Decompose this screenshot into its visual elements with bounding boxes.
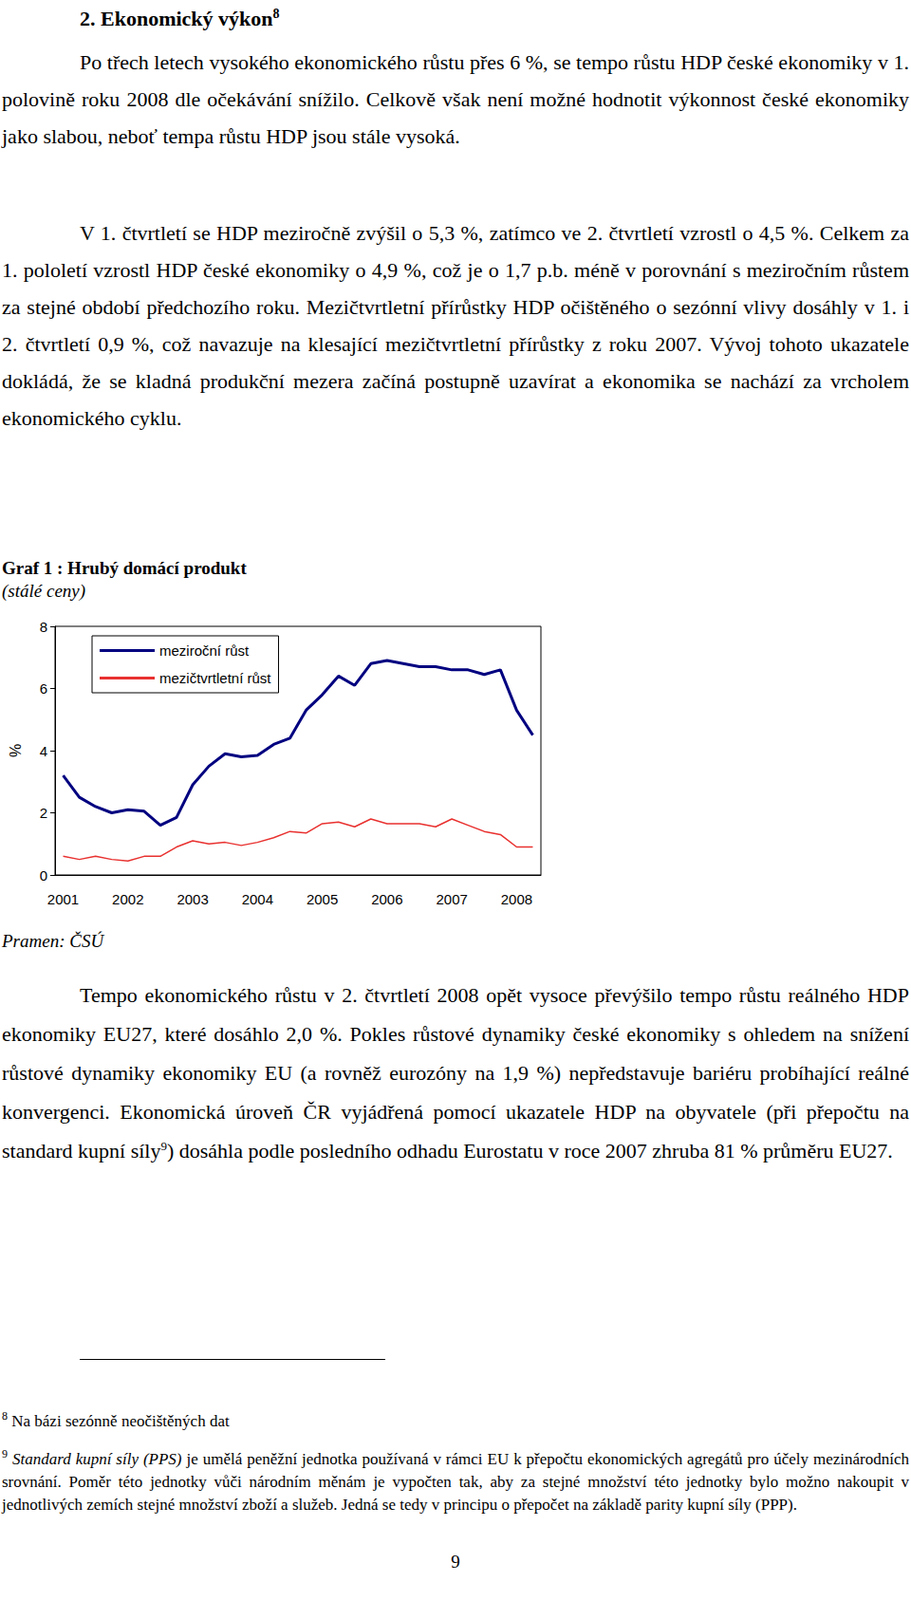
html-text:Tempo ekonomického růstu v 2.: Tempo ekonomického růstu v 2. čtvrtletí … xyxy=(1,983,910,1163)
html-text:V 1. čtvrtletí se HDP meziročn: V 1. čtvrtletí se HDP meziročně zvýšil o… xyxy=(1,221,910,430)
html-text:9 Standard kupní síly (PPS) je: 9 Standard kupní síly (PPS) je umělá pen… xyxy=(1,1447,910,1514)
html-text:9: 9 xyxy=(451,1551,461,1572)
svg-text:4: 4 xyxy=(39,743,48,760)
svg-text:2: 2 xyxy=(39,804,48,821)
svg-text:2003: 2003 xyxy=(176,891,208,908)
svg-text:2008: 2008 xyxy=(501,891,533,908)
html-text:Graf 1 : Hrubý domácí produkt: Graf 1 : Hrubý domácí produkt xyxy=(1,557,247,578)
html-text:(stálé ceny): (stálé ceny) xyxy=(1,580,86,601)
svg-text:6: 6 xyxy=(39,680,48,697)
svg-text:2004: 2004 xyxy=(241,891,274,908)
html-text:2. Ekonomický výkon8: 2. Ekonomický výkon8 xyxy=(79,6,280,31)
html-text:Pramen: ČSÚ: Pramen: ČSÚ xyxy=(1,930,104,951)
svg-text:2006: 2006 xyxy=(371,891,403,908)
svg-text:0: 0 xyxy=(39,867,48,884)
svg-text:2001: 2001 xyxy=(47,891,79,908)
svg-text:mezičtvrtletní růst: mezičtvrtletní růst xyxy=(159,669,272,687)
svg-text:8: 8 xyxy=(39,618,48,635)
svg-text:%: % xyxy=(7,743,24,758)
svg-text:2005: 2005 xyxy=(306,891,338,908)
html-text:Po třech letech vysokého ekono: Po třech letech vysokého ekonomického rů… xyxy=(1,50,910,149)
svg-text:2007: 2007 xyxy=(435,891,467,908)
svg-text:2002: 2002 xyxy=(111,891,144,908)
html-text:8 Na bázi sezónně neočištěných: 8 Na bázi sezónně neočištěných dat xyxy=(1,1409,230,1430)
svg-text:meziroční růst: meziroční růst xyxy=(159,642,250,659)
